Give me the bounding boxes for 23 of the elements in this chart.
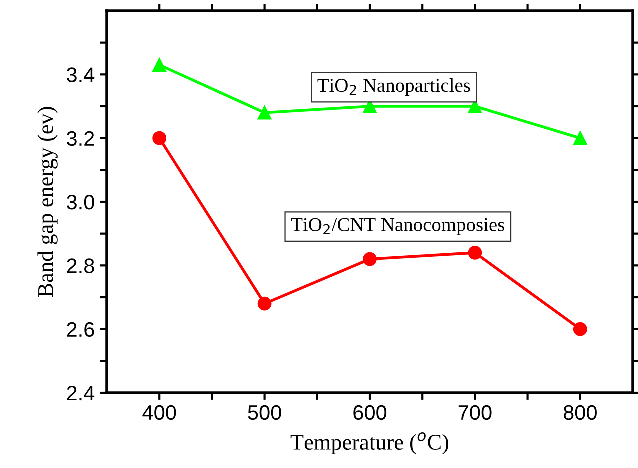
y-tick-label: 3.0 xyxy=(67,195,94,210)
series-label: TiO$_{2}$/CNT Nanocomposies xyxy=(291,218,504,236)
point xyxy=(573,131,588,146)
point xyxy=(258,296,272,311)
y-tick-label: 3.4 xyxy=(67,68,95,82)
y-tick-label: 2.6 xyxy=(67,322,94,338)
x-tick-label: 500 xyxy=(248,405,282,420)
point xyxy=(363,252,377,266)
y-tick-label: 2.4 xyxy=(67,386,95,401)
y-tick-label: 2.8 xyxy=(67,258,94,274)
point xyxy=(152,131,167,146)
x-tick-label: 600 xyxy=(354,405,387,420)
x-tick-label: 700 xyxy=(458,405,492,420)
point xyxy=(152,58,167,72)
series-label: TiO$_{2}$ Nanoparticles xyxy=(318,78,470,96)
x-tick-label: 800 xyxy=(564,405,597,420)
y-axis-title: Band gap energy (ev) xyxy=(38,107,58,298)
point xyxy=(573,322,588,336)
point xyxy=(258,106,272,120)
x-tick-label: 400 xyxy=(142,405,176,420)
y-tick-label: 3.2 xyxy=(67,131,94,146)
point xyxy=(468,246,482,260)
x-axis-title: Temperature ($^{o}$C) xyxy=(290,432,448,455)
